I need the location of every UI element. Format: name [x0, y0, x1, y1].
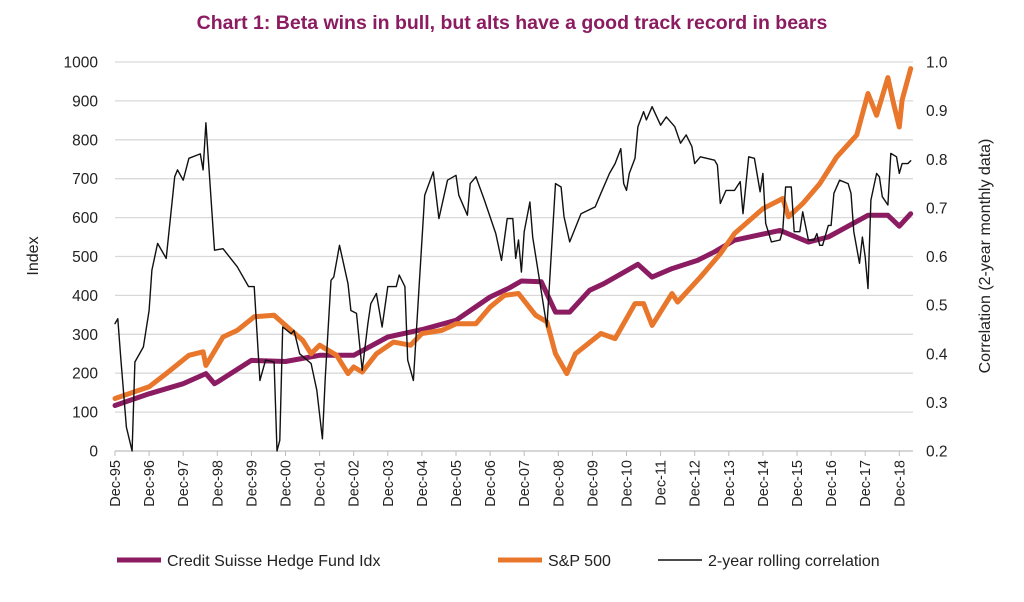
- y2-tick-label: 0.9: [926, 103, 948, 120]
- y-tick-label: 500: [72, 249, 98, 266]
- y2-tick-label: 0.4: [926, 346, 948, 363]
- x-tick-label: Dec-07: [517, 460, 533, 507]
- y-tick-label: 1000: [64, 55, 99, 72]
- x-tick-label: Dec-01: [313, 460, 329, 507]
- y2-tick-label: 0.6: [926, 249, 948, 266]
- y-tick-label: 800: [72, 132, 98, 149]
- y-tick-label: 0: [89, 444, 98, 461]
- x-tick-label: Dec-05: [449, 460, 465, 507]
- y-tick-label: 300: [72, 327, 98, 344]
- y-axis-title: Index: [25, 236, 42, 275]
- legend: Credit Suisse Hedge Fund Idx S&P 500 2-yea…: [117, 553, 880, 570]
- x-tick-label: Dec-99: [244, 460, 260, 507]
- x-tick-label: Dec-16: [824, 460, 840, 507]
- x-tick-label: Dec-00: [279, 460, 295, 507]
- x-tick-label: Dec-95: [108, 460, 124, 507]
- y2-tick-label: 0.8: [926, 152, 948, 169]
- y-tick-label: 700: [72, 171, 98, 188]
- x-tick-label: Dec-14: [756, 460, 772, 507]
- x-tick-label: Dec-96: [142, 460, 158, 507]
- x-tick-label: Dec-98: [210, 460, 226, 507]
- x-axis: Dec-95 Dec-96 Dec-97 Dec-98 Dec-99 Dec-00 Dec-…: [108, 451, 908, 507]
- y2-tick-label: 0.3: [926, 395, 948, 412]
- x-tick-label: Dec-97: [176, 460, 192, 507]
- y2-tick-label: 0.5: [926, 298, 948, 315]
- x-tick-label: Dec-09: [585, 460, 601, 507]
- x-tick-label: Dec-11: [654, 460, 670, 506]
- y-axis-right: 0.2 0.3 0.4 0.5 0.6 0.7 0.8 0.9 1.0: [926, 55, 948, 461]
- x-tick-label: Dec-10: [620, 460, 636, 507]
- legend-label: 2-year rolling correlation: [708, 553, 880, 570]
- y2-tick-label: 1.0: [926, 55, 948, 72]
- y-axis-left: 0 100 200 300 400 500 600 700 800 900 1000: [64, 55, 99, 461]
- x-tick-label: Dec-03: [381, 460, 397, 507]
- y-tick-label: 900: [72, 93, 98, 110]
- y-tick-label: 400: [72, 288, 98, 305]
- x-tick-label: Dec-15: [790, 460, 806, 507]
- y-tick-label: 200: [72, 366, 98, 383]
- legend-label: Credit Suisse Hedge Fund Idx: [167, 553, 380, 570]
- x-tick-label: Dec-08: [551, 460, 567, 507]
- x-tick-label: Dec-17: [858, 460, 874, 507]
- y-tick-label: 100: [72, 405, 98, 422]
- x-tick-label: Dec-18: [892, 460, 908, 507]
- y2-tick-label: 0.2: [926, 444, 948, 461]
- x-tick-label: Dec-02: [347, 460, 363, 507]
- x-tick-label: Dec-04: [415, 460, 431, 507]
- y2-axis-title: Correlation (2-year monthly data): [977, 139, 994, 374]
- gridlines: [115, 61, 913, 452]
- x-tick-label: Dec-13: [722, 460, 738, 507]
- legend-label: S&P 500: [548, 553, 611, 570]
- x-tick-label: Dec-06: [483, 460, 499, 507]
- y2-tick-label: 0.7: [926, 200, 948, 217]
- series-line-credit-suisse-hedge-fund-idx: [112, 211, 914, 408]
- series-line-2-year-rolling-correlation: [114, 105, 912, 452]
- y-tick-label: 600: [72, 210, 98, 227]
- series-line-s-p-500: [112, 66, 914, 401]
- series-lines: [112, 66, 914, 452]
- chart-title: Chart 1: Beta wins in bull, but alts hav…: [197, 12, 828, 34]
- x-tick-label: Dec-12: [688, 460, 704, 507]
